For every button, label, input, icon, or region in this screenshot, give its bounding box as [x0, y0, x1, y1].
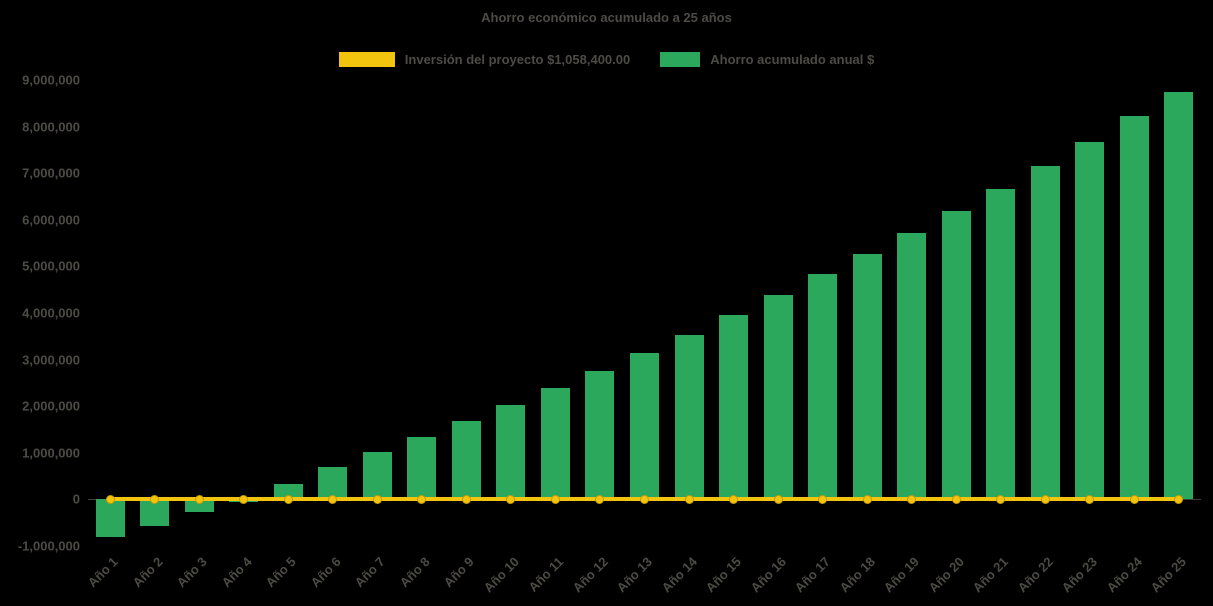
x-tick-label: Año 11 [525, 554, 567, 595]
investment-line-marker [239, 494, 249, 504]
bar [95, 499, 125, 537]
investment-line-marker [1040, 494, 1050, 504]
x-tick-label: Año 19 [880, 554, 923, 596]
bar [1164, 91, 1194, 500]
investment-line-marker [150, 494, 160, 504]
y-tick-label: 6,000,000 [22, 212, 80, 228]
x-tick-label: Año 15 [702, 554, 745, 596]
investment-line-marker [1085, 494, 1095, 504]
y-tick-label: 2,000,000 [22, 398, 80, 414]
legend: Inversión del proyecto $1,058,400.00 Aho… [0, 52, 1213, 67]
investment-line-marker [684, 494, 694, 504]
y-tick-label: 9,000,000 [22, 72, 80, 88]
bar [808, 274, 838, 500]
legend-label-savings: Ahorro acumulado anual $ [710, 52, 875, 67]
x-tick-label: Año 3 [173, 554, 210, 591]
chart-title: Ahorro económico acumulado a 25 años [481, 10, 732, 25]
investment-line-marker [461, 494, 471, 504]
x-tick-label: Año 1 [84, 554, 121, 591]
x-tick-label: Año 12 [569, 554, 611, 596]
legend-swatch-savings [660, 52, 701, 67]
investment-line-marker [194, 494, 204, 504]
bar [362, 452, 392, 500]
investment-line-marker [283, 494, 293, 504]
bar [407, 437, 437, 500]
bar [540, 388, 570, 500]
investment-line-marker [907, 494, 917, 504]
x-tick-label: Año 14 [658, 554, 700, 596]
bar [1119, 115, 1149, 500]
x-tick-label: Año 16 [747, 554, 789, 596]
legend-item-savings: Ahorro acumulado anual $ [660, 52, 874, 67]
investment-line-marker [595, 494, 605, 504]
x-tick-label: Año 7 [351, 554, 388, 591]
x-tick-label: Año 6 [307, 554, 344, 591]
x-tick-label: Año 8 [396, 554, 433, 591]
x-tick-label: Año 18 [836, 554, 878, 596]
bar [630, 352, 659, 500]
bar [1030, 165, 1060, 500]
y-tick-label: 3,000,000 [22, 352, 80, 368]
legend-label-investment: Inversión del proyecto $1,058,400.00 [404, 52, 631, 67]
y-tick-label: 7,000,000 [22, 165, 80, 181]
x-tick-label: Año 21 [970, 554, 1012, 596]
x-tick-label: Año 22 [1014, 554, 1056, 596]
x-tick-label: Año 9 [440, 554, 478, 591]
x-tick-label: Año 25 [1148, 554, 1190, 596]
x-tick-label: Año 23 [1059, 554, 1101, 596]
y-tick-label: 1,000,000 [22, 445, 80, 461]
investment-line-marker [996, 494, 1006, 504]
investment-line-marker [105, 494, 115, 504]
y-tick-label: 4,000,000 [22, 305, 80, 321]
x-tick-label: Año 10 [480, 554, 522, 596]
x-tick-label: Año 5 [262, 554, 299, 591]
x-tick-label: Año 17 [791, 554, 834, 596]
bar [719, 314, 749, 500]
bar [763, 295, 793, 500]
bar [852, 254, 882, 500]
bar [986, 189, 1016, 500]
investment-line-marker [951, 494, 961, 504]
investment-line-marker [372, 494, 382, 504]
plot-area: Año 1 Año 2 Año 3 Año 4 Año 5 Año 6 Año 7 Año 8… [85, 80, 1201, 595]
legend-item-investment: Inversión del proyecto $1,058,400.00 [338, 52, 631, 67]
y-tick-label: -1,000,000 [17, 538, 80, 554]
y-axis: 9,000,000 8,000,000 7,000,000 6,000,000 5,00… [0, 73, 80, 554]
bar [140, 499, 170, 527]
bar [318, 467, 348, 500]
bar [585, 370, 615, 500]
investment-line-marker [773, 494, 783, 504]
investment-line-marker [640, 494, 649, 504]
investment-line-marker [550, 494, 560, 504]
bar [897, 233, 927, 500]
bar [184, 499, 214, 513]
x-tick-label: Año 2 [129, 554, 166, 591]
x-tick-label: Año 20 [925, 554, 967, 596]
investment-line-marker [1129, 494, 1139, 504]
x-tick-label: Año 4 [218, 554, 255, 591]
investment-line-marker [862, 494, 872, 504]
y-tick-label: 0 [72, 491, 80, 507]
bar [674, 334, 704, 500]
investment-line-marker [729, 494, 739, 504]
investment-line-marker [1174, 494, 1184, 504]
legend-swatch-investment [338, 52, 395, 67]
y-tick-label: 8,000,000 [22, 119, 80, 135]
investment-line-marker [506, 494, 516, 504]
bar [451, 421, 481, 500]
x-tick-label: Año 24 [1103, 554, 1145, 596]
bar [273, 483, 303, 500]
bar [496, 404, 526, 500]
investment-line-marker [328, 494, 338, 504]
y-tick-label: 5,000,000 [22, 258, 80, 274]
bar [941, 210, 971, 500]
investment-line-marker [818, 494, 828, 504]
investment-line-marker [417, 494, 427, 504]
bar [1075, 141, 1105, 500]
x-tick-label: Año 13 [613, 554, 656, 596]
